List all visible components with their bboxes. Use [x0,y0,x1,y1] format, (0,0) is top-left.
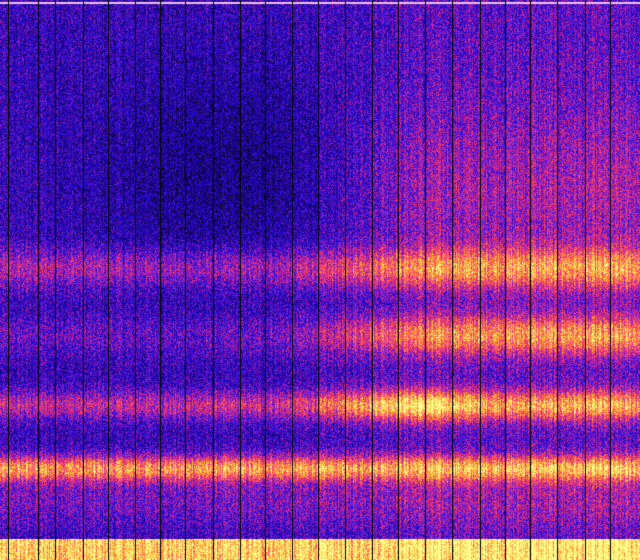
spectrogram-canvas [0,0,640,560]
spectrogram-view [0,0,640,560]
